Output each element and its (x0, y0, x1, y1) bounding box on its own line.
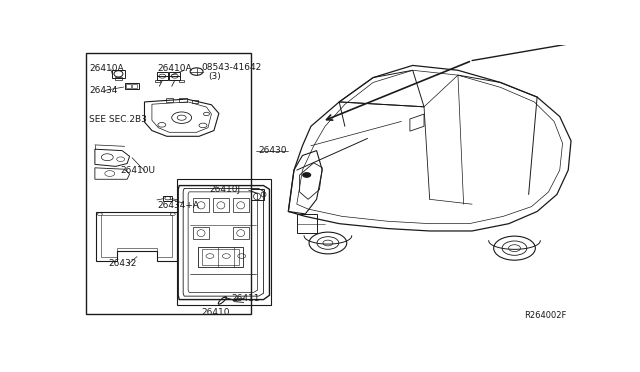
Text: 26410A: 26410A (89, 64, 124, 74)
Text: SEE SEC.2B3: SEE SEC.2B3 (89, 115, 147, 124)
Circle shape (303, 173, 310, 177)
Bar (179, 99, 187, 102)
Bar (86, 53, 251, 314)
Bar (198, 247, 243, 267)
Text: 08543-41642: 08543-41642 (202, 63, 262, 72)
Text: 26410U: 26410U (121, 166, 156, 175)
Bar (193, 198, 209, 212)
Bar (177, 179, 271, 305)
Bar (157, 72, 168, 80)
Text: 26430: 26430 (259, 146, 287, 155)
Bar (163, 196, 172, 201)
Text: R264002F: R264002F (524, 311, 566, 320)
Text: 26434+A: 26434+A (157, 201, 199, 209)
Bar (132, 84, 137, 89)
Text: 26410: 26410 (202, 308, 230, 317)
Text: 26411: 26411 (231, 294, 260, 303)
Text: 26432: 26432 (109, 259, 137, 268)
Bar (125, 83, 138, 89)
Bar (166, 99, 173, 102)
Bar (193, 227, 209, 240)
Bar (251, 189, 264, 200)
Text: 26434: 26434 (89, 86, 117, 95)
Bar (233, 198, 248, 212)
Text: 26410J: 26410J (209, 185, 240, 194)
Bar (202, 249, 239, 264)
Bar (112, 70, 125, 78)
Text: 26410A: 26410A (157, 64, 191, 74)
Bar (156, 80, 161, 82)
Bar (169, 72, 180, 80)
Text: (3): (3) (208, 72, 221, 81)
Bar (125, 84, 131, 89)
Bar (179, 80, 184, 82)
Bar (233, 227, 248, 240)
Bar (115, 77, 122, 80)
Bar (297, 214, 317, 233)
Bar (213, 198, 229, 212)
Bar (191, 100, 198, 103)
